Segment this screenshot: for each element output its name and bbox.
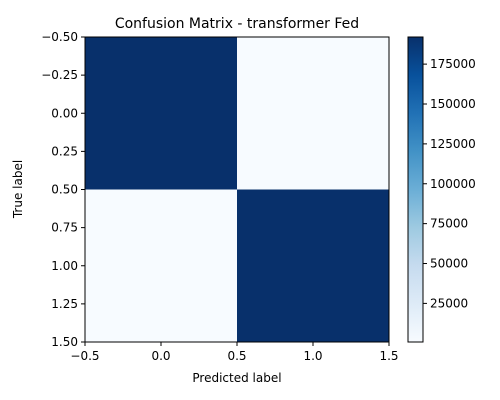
y-axis-ticks: −0.50 −0.25 0.00 0.25 0.50 0.75 1.00 1.25 1.50: [41, 30, 85, 349]
y-tick-label: 0.50: [51, 183, 78, 197]
y-axis-label: True label: [11, 160, 25, 219]
colorbar-tick-label: 125000: [430, 137, 476, 151]
colorbar-tick-label: 50000: [430, 257, 468, 271]
x-tick-label: 1.5: [379, 349, 398, 363]
colorbar: [407, 36, 424, 343]
heatmap-cell-1-0: [85, 189, 237, 342]
heatmap-cell-0-1: [237, 37, 389, 190]
y-tick-label: 1.50: [51, 335, 78, 349]
x-tick-label: −0.5: [70, 349, 99, 363]
y-tick-label: 0.75: [51, 221, 78, 235]
heatmap-cell-0-0: [85, 37, 237, 190]
colorbar-tick-label: 175000: [430, 57, 476, 71]
x-tick-label: 0.5: [227, 349, 246, 363]
x-tick-label: 1.0: [303, 349, 322, 363]
chart-title: Confusion Matrix - transformer Fed: [115, 16, 359, 32]
y-tick-label: 0.25: [51, 144, 78, 158]
y-tick-label: 0.00: [51, 106, 78, 120]
colorbar-tick-label: 75000: [430, 217, 468, 231]
colorbar-tick-label: 100000: [430, 177, 476, 191]
y-tick-label: −0.50: [41, 30, 78, 44]
x-tick-label: 0.0: [151, 349, 170, 363]
y-tick-label: 1.25: [51, 297, 78, 311]
heatmap-cells: [85, 37, 389, 342]
colorbar-ticks: 25000 50000 75000 100000 125000 150000 175000: [423, 57, 476, 310]
x-axis-ticks: −0.5 0.0 0.5 1.0 1.5: [70, 342, 399, 363]
colorbar-tick-label: 150000: [430, 97, 476, 111]
heatmap-cell-1-1: [237, 189, 389, 342]
y-tick-label: 1.00: [51, 259, 78, 273]
x-axis-label: Predicted label: [192, 371, 281, 385]
y-tick-label: −0.25: [41, 68, 78, 82]
colorbar-tick-label: 25000: [430, 296, 468, 310]
